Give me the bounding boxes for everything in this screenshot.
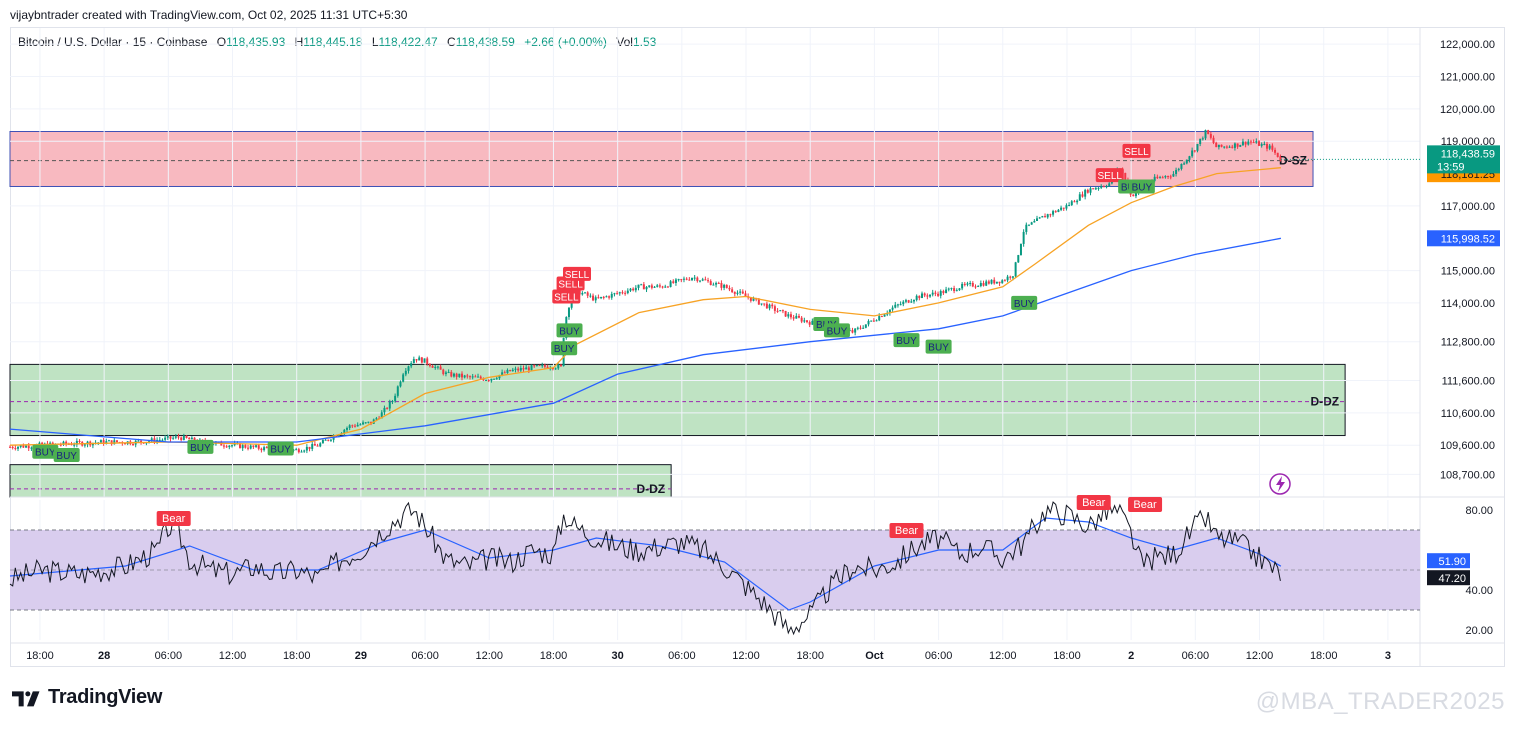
- change-value: +2.66 (+0.00%): [524, 35, 607, 49]
- chart-credit: vijaybntrader created with TradingView.c…: [10, 8, 408, 22]
- low-value: 118,422.47: [378, 35, 438, 49]
- close-value: 118,438.59: [455, 35, 515, 49]
- volume-value: 1.53: [632, 35, 657, 49]
- volume-label: Vol: [616, 35, 633, 49]
- close-label: C: [447, 35, 456, 49]
- tradingview-logo-icon: [12, 690, 40, 706]
- high-value: 118,445.18: [303, 35, 363, 49]
- open-value: 118,435.93: [226, 35, 286, 49]
- low-label: L: [371, 35, 379, 49]
- watermark: @MBA_TRADER2025: [1255, 688, 1505, 715]
- chart-frame: [10, 27, 1505, 667]
- tradingview-branding[interactable]: TradingView: [12, 686, 162, 709]
- open-label: O: [216, 35, 227, 49]
- brand-name: TradingView: [48, 686, 163, 708]
- symbol-legend: Bitcoin / U.S. Dollar · 15 · Coinbase O1…: [18, 35, 656, 49]
- high-label: H: [294, 35, 304, 49]
- symbol-title[interactable]: Bitcoin / U.S. Dollar · 15 · Coinbase: [18, 35, 208, 49]
